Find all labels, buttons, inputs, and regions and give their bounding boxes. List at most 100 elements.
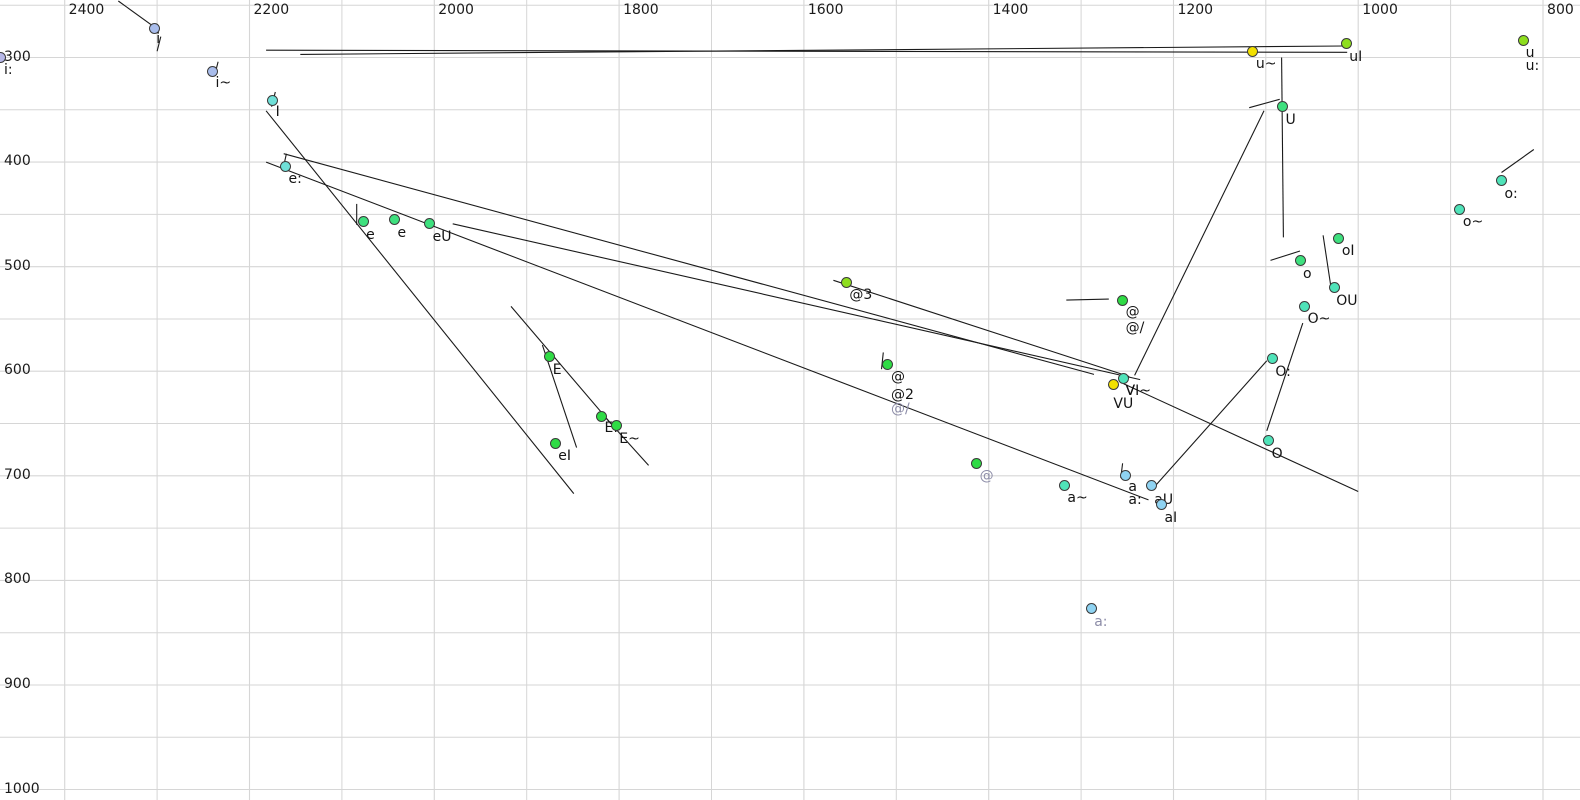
vowel-point[interactable]: [1119, 470, 1131, 482]
vowel-label: @/: [1125, 320, 1145, 337]
trajectory-line: [283, 153, 1095, 375]
trajectory-line: [510, 306, 617, 431]
x-tick-label: 1000: [1362, 2, 1398, 18]
vowel-point[interactable]: [1117, 294, 1129, 306]
vowel-point[interactable]: [1495, 175, 1507, 187]
trajectory-line: [156, 36, 162, 52]
vowel-label: eI: [558, 448, 572, 465]
vowel-point[interactable]: [267, 94, 279, 106]
trajectory-line: [1249, 98, 1280, 109]
y-tick-label: 800: [4, 571, 31, 588]
vowel-label: O:: [1275, 363, 1291, 380]
vowel-point[interactable]: [1155, 498, 1167, 510]
vowel-point[interactable]: [882, 359, 894, 371]
vowel-label: eU: [432, 228, 452, 245]
x-tick-label: 1400: [992, 2, 1029, 18]
trajectory-line: [265, 110, 575, 494]
vowel-point[interactable]: [596, 410, 607, 422]
vowel-label: o~: [1462, 214, 1484, 231]
x-tick-label: 1200: [1177, 2, 1214, 18]
vowel-point[interactable]: [1276, 101, 1288, 113]
vowel-label: @2: [890, 386, 914, 403]
vowel-point[interactable]: [840, 276, 852, 288]
trajectory-line: [300, 45, 1344, 55]
trajectory-line: [452, 223, 1141, 381]
vowel-label: @/: [890, 400, 910, 417]
vowel-point[interactable]: [549, 437, 561, 449]
trajectory-line: [1153, 360, 1268, 488]
vowel-point[interactable]: [1247, 45, 1259, 57]
vowel-label: E~: [619, 430, 640, 447]
vowel-point[interactable]: [1454, 203, 1466, 215]
vowel-label: i:: [4, 61, 13, 78]
vowel-label: @: [1125, 304, 1140, 321]
vowel-point[interactable]: [1107, 379, 1119, 391]
vowel-point[interactable]: [1340, 38, 1352, 50]
y-tick-label: 500: [4, 257, 31, 274]
trajectory-line: [1281, 57, 1284, 238]
vowel-point[interactable]: [1058, 479, 1070, 491]
vowel-label: O~: [1307, 311, 1331, 328]
vowel-label: @: [890, 368, 905, 385]
vowel-point[interactable]: [1263, 434, 1275, 446]
vowel-label: E: [552, 361, 562, 378]
vowel-label: VU: [1113, 395, 1134, 412]
vowel-point[interactable]: [544, 351, 556, 363]
vowel-label: a:: [1094, 613, 1108, 630]
vowel-point[interactable]: [424, 218, 436, 230]
vowel-point[interactable]: [0, 52, 6, 64]
x-tick-label: 1800: [623, 2, 659, 18]
trajectory-line: [833, 279, 1130, 378]
vowel-label: I: [275, 104, 280, 121]
vowel-label: i: [156, 31, 161, 48]
trajectory-line: [1123, 383, 1359, 492]
vowel-point[interactable]: [1333, 232, 1345, 244]
y-tick-label: 900: [4, 675, 31, 692]
x-tick-label: 1600: [807, 2, 844, 18]
trajectory-lines-layer: [117, 0, 1535, 501]
vowel-label: a:: [1128, 491, 1142, 508]
vowel-point[interactable]: [389, 214, 401, 226]
x-tick-label: 2000: [438, 2, 474, 18]
trajectory-line: [1266, 322, 1304, 431]
x-tick-label: 800: [1547, 2, 1574, 18]
trajectory-line: [1322, 235, 1333, 291]
vowel-label: e:: [288, 171, 302, 188]
trajectory-line: [541, 344, 578, 448]
vowel-point[interactable]: [1266, 353, 1278, 365]
vowel-point[interactable]: [1299, 300, 1311, 312]
trajectory-line: [1066, 298, 1109, 301]
vowel-label: oI: [1341, 243, 1355, 260]
vowel-label: OU: [1336, 292, 1358, 309]
vowel-label: u: [1525, 44, 1535, 61]
vowel-point[interactable]: [1085, 603, 1097, 615]
vowel-label: O: [1271, 446, 1283, 463]
y-tick-label: 300: [4, 48, 31, 65]
vowel-point[interactable]: [1518, 35, 1530, 47]
y-tick-label: 400: [4, 153, 31, 170]
vowel-label: @3: [849, 287, 873, 304]
vowel-point[interactable]: [280, 160, 291, 172]
vowel-point[interactable]: [148, 22, 160, 34]
vowel-label: a: [1128, 478, 1137, 495]
trajectory-line: [1270, 250, 1301, 261]
y-tick-label: 700: [4, 466, 31, 483]
vowel-label: o:: [1504, 185, 1518, 202]
vowel-label: o: [1303, 266, 1312, 283]
vowel-label: uI: [1349, 48, 1363, 65]
vowel-point[interactable]: [1118, 373, 1130, 385]
vowel-label: U: [1285, 111, 1296, 128]
vowel-point[interactable]: [207, 65, 218, 77]
vowel-point[interactable]: [357, 216, 369, 228]
vowel-label: e: [397, 224, 407, 241]
vowel-label: aI: [1164, 510, 1178, 527]
vowel-point[interactable]: [610, 420, 622, 432]
vowel-point[interactable]: [1328, 282, 1340, 294]
vowel-point[interactable]: [971, 457, 983, 469]
vowel-point[interactable]: [1294, 254, 1306, 266]
vowel-point[interactable]: [1145, 479, 1157, 491]
vowel-label: u:: [1525, 57, 1540, 74]
trajectory-line: [1134, 110, 1265, 376]
